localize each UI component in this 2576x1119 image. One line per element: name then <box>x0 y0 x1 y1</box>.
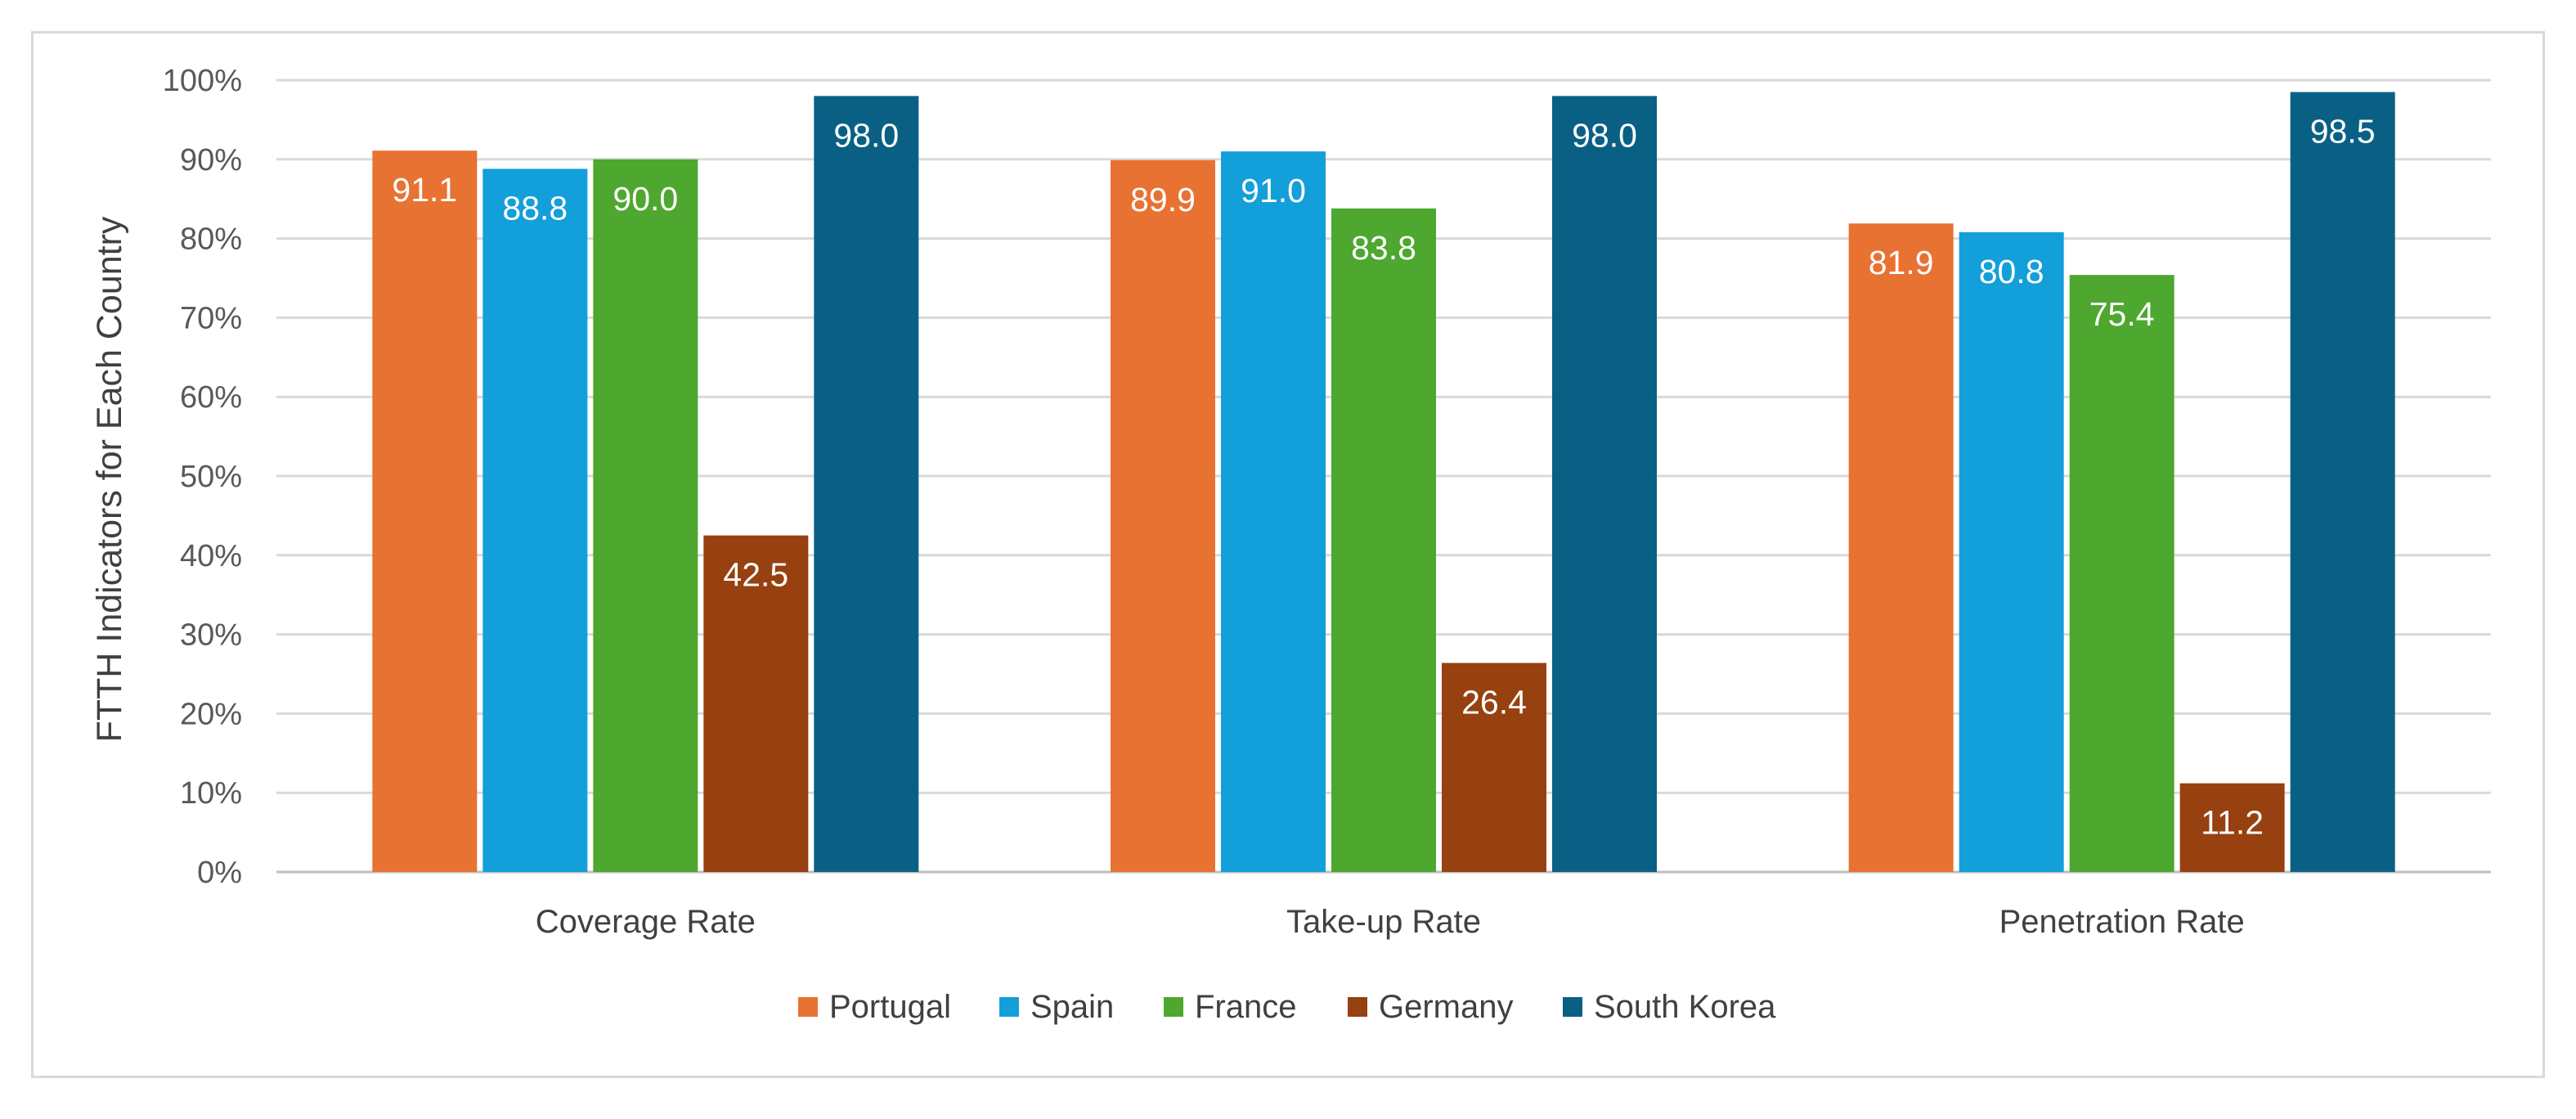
data-label: 98.0 <box>833 116 899 154</box>
y-tick-label: 0% <box>197 856 242 890</box>
y-tick-label: 90% <box>180 143 242 178</box>
bar-south-korea-3 <box>2290 92 2395 872</box>
bar-france-3 <box>2069 275 2174 872</box>
legend-label: France <box>1195 989 1297 1025</box>
category-label: Penetration Rate <box>1999 904 2245 940</box>
data-label: 11.2 <box>2201 804 2264 842</box>
y-tick-label: 60% <box>180 380 242 415</box>
data-label: 42.5 <box>723 556 788 594</box>
y-axis-ticks: 0% 10% 20% 30% 40% 50% 60% 70% 80% 90% 100% <box>163 64 242 890</box>
bar-spain-3 <box>1959 231 2064 873</box>
bar-germany-1 <box>703 535 809 872</box>
legend-swatch <box>1348 997 1367 1017</box>
bar-portugal-3 <box>1848 223 1954 872</box>
legend-item-spain: Spain <box>999 989 1114 1025</box>
legend-label: South Korea <box>1594 989 1776 1025</box>
x-axis: Coverage Rate Take-up Rate Penetration Rat… <box>536 904 2245 940</box>
bar-spain-2 <box>1221 151 1326 872</box>
bar-spain-1 <box>482 169 588 872</box>
legend-swatch <box>999 997 1019 1017</box>
legend-label: Portugal <box>829 989 951 1025</box>
data-label: 98.5 <box>2310 113 2376 151</box>
bar-france-1 <box>593 159 698 873</box>
data-labels: 91.1 88.8 90.0 42.5 98.0 89.9 91.0 83.8 26.4 98.0… <box>392 113 2375 842</box>
bar-south-korea-2 <box>1552 96 1657 873</box>
data-label: 89.9 <box>1130 181 1196 218</box>
legend-swatch <box>798 997 818 1017</box>
legend-item-south-korea: South Korea <box>1563 989 1776 1025</box>
bar-south-korea-1 <box>814 96 919 873</box>
y-tick-label: 40% <box>180 539 242 573</box>
bar-portugal-1 <box>372 151 478 873</box>
data-label: 75.4 <box>2089 295 2155 333</box>
data-label: 26.4 <box>1461 683 1527 721</box>
y-tick-label: 20% <box>180 697 242 731</box>
category-label: Coverage Rate <box>536 904 756 940</box>
bar-france-2 <box>1331 208 1436 873</box>
data-label: 91.0 <box>1241 172 1306 209</box>
legend-label: Spain <box>1030 989 1114 1025</box>
y-tick-label: 80% <box>180 222 242 257</box>
legend-item-france: France <box>1164 989 1297 1025</box>
bar-germany-2 <box>1442 663 1546 872</box>
bars <box>372 92 2395 873</box>
data-label: 98.0 <box>1572 116 1637 154</box>
bar-portugal-2 <box>1111 160 1215 872</box>
legend-item-germany: Germany <box>1348 989 1514 1025</box>
y-axis-title: FTTH Indicators for Each Country <box>90 216 129 742</box>
data-label: 91.1 <box>392 171 457 209</box>
data-label: 80.8 <box>1979 253 2044 290</box>
data-label: 81.9 <box>1869 244 1934 281</box>
data-label: 88.8 <box>502 189 568 227</box>
legend-item-portugal: Portugal <box>798 989 951 1025</box>
y-tick-label: 30% <box>180 618 242 653</box>
legend-swatch <box>1164 997 1183 1017</box>
legend: Portugal Spain France Germany South Korea <box>798 989 1776 1025</box>
legend-swatch <box>1563 997 1582 1017</box>
y-tick-label: 100% <box>163 64 242 98</box>
y-tick-label: 70% <box>180 301 242 335</box>
y-tick-label: 10% <box>180 776 242 811</box>
legend-label: Germany <box>1379 989 1514 1025</box>
bar-germany-3 <box>2179 783 2285 872</box>
data-label: 83.8 <box>1351 229 1416 267</box>
y-tick-label: 50% <box>180 460 242 494</box>
data-label: 90.0 <box>613 180 678 218</box>
category-label: Take-up Rate <box>1286 904 1481 940</box>
